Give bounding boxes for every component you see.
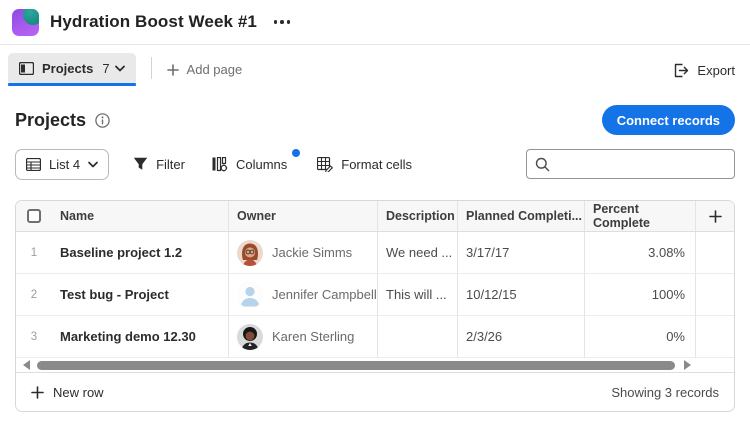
description-cell[interactable]: We need ... — [377, 232, 457, 273]
columns-button[interactable]: Columns — [212, 148, 301, 172]
owner-name: Karen Sterling — [272, 329, 355, 344]
table-row[interactable]: 1 Baseline project 1.2 Jackie Simms We n… — [16, 232, 734, 274]
format-cells-icon — [317, 156, 334, 172]
tab-projects-label: Projects — [42, 60, 94, 76]
add-column-button[interactable] — [695, 201, 734, 231]
workspace-logo-icon — [12, 8, 39, 36]
list-view-icon — [26, 157, 41, 171]
notification-dot — [292, 148, 301, 157]
percent-complete-cell[interactable]: 3.08% — [584, 232, 695, 273]
plus-icon — [708, 209, 722, 223]
plus-icon — [166, 63, 179, 76]
plus-icon — [31, 385, 44, 399]
scroll-left-arrow[interactable] — [23, 360, 30, 370]
record-name[interactable]: Baseline project 1.2 — [60, 245, 183, 260]
chevron-down-icon — [114, 65, 125, 72]
format-cells-button[interactable]: Format cells — [317, 156, 413, 172]
scrollbar-thumb[interactable] — [37, 360, 675, 370]
new-row-label: New row — [53, 384, 104, 400]
view-selector-button[interactable]: List 4 — [15, 148, 110, 180]
record-name[interactable]: Marketing demo 12.30 — [60, 329, 196, 344]
table-view-icon — [19, 61, 34, 75]
percent-complete-cell[interactable]: 100% — [584, 274, 695, 315]
tab-projects[interactable]: Projects 7 — [8, 53, 136, 86]
table-row[interactable]: 3 Marketing demo 12.30 Karen Sterling 2/… — [16, 316, 734, 358]
avatar — [237, 239, 263, 266]
tab-projects-count: 7 — [102, 60, 110, 76]
scroll-right-arrow[interactable] — [684, 360, 691, 370]
owner-name: Jackie Simms — [272, 245, 353, 260]
section-header: Projects Connect records — [15, 104, 735, 136]
column-header-description[interactable]: Description — [377, 201, 457, 231]
owner-cell[interactable]: Karen Sterling — [228, 316, 377, 357]
row-number: 1 — [30, 246, 38, 259]
column-header-name[interactable]: Name — [60, 209, 95, 223]
table-header-row: Name Owner Description Planned Completi.… — [16, 201, 734, 232]
export-label: Export — [697, 63, 735, 78]
table-toolbar: List 4 Filter Columns Format cells — [15, 148, 735, 180]
chevron-down-icon — [88, 161, 98, 167]
add-page-button[interactable]: Add page — [166, 62, 243, 77]
horizontal-scrollbar[interactable] — [16, 358, 734, 372]
app-header: Hydration Boost Week #1 — [0, 0, 750, 45]
column-header-owner[interactable]: Owner — [228, 201, 377, 231]
search-input[interactable] — [557, 150, 734, 178]
owner-cell[interactable]: Jackie Simms — [228, 232, 377, 273]
filter-label: Filter — [156, 156, 185, 172]
view-selector-label: List 4 — [49, 156, 81, 172]
row-number: 3 — [30, 330, 38, 343]
columns-label: Columns — [235, 156, 288, 172]
planned-completion-cell[interactable]: 10/12/15 — [457, 274, 584, 315]
description-cell[interactable] — [377, 316, 457, 357]
filter-icon — [133, 157, 148, 171]
table-footer: New row Showing 3 records — [16, 372, 734, 411]
new-row-button[interactable]: New row — [31, 385, 104, 400]
page-title: Projects — [15, 109, 87, 130]
owner-name: Jennifer Campbell — [272, 287, 377, 302]
planned-completion-cell[interactable]: 3/17/17 — [457, 232, 584, 273]
export-button[interactable]: Export — [673, 63, 735, 78]
description-cell[interactable]: This will ... — [377, 274, 457, 315]
workspace-title: Hydration Boost Week #1 — [50, 12, 257, 31]
tab-separator — [150, 57, 152, 79]
record-count-label: Showing 3 records — [611, 384, 719, 400]
search-box[interactable] — [526, 149, 735, 179]
planned-completion-cell[interactable]: 2/3/26 — [457, 316, 584, 357]
format-cells-label: Format cells — [341, 156, 413, 172]
column-header-percent-complete[interactable]: Percent Complete — [584, 201, 695, 231]
page-tabbar: Projects 7 Add page Export — [0, 45, 750, 90]
record-name[interactable]: Test bug - Project — [60, 287, 169, 302]
export-icon — [673, 63, 689, 78]
column-header-planned-completion[interactable]: Planned Completi... — [457, 201, 584, 231]
row-number: 2 — [30, 288, 38, 301]
info-icon[interactable] — [95, 112, 110, 128]
avatar-placeholder — [237, 281, 263, 308]
filter-button[interactable]: Filter — [133, 157, 185, 172]
avatar — [237, 323, 263, 350]
percent-complete-cell[interactable]: 0% — [584, 316, 695, 357]
columns-icon — [212, 156, 228, 172]
select-all-checkbox[interactable] — [27, 209, 41, 223]
table-row[interactable]: 2 Test bug - Project Jennifer Campbell T… — [16, 274, 734, 316]
owner-cell[interactable]: Jennifer Campbell — [228, 274, 377, 315]
connect-records-button[interactable]: Connect records — [601, 105, 735, 135]
search-icon — [535, 157, 550, 172]
add-page-label: Add page — [186, 62, 243, 77]
records-table: Name Owner Description Planned Completi.… — [15, 200, 735, 412]
more-menu-button[interactable] — [270, 14, 295, 30]
